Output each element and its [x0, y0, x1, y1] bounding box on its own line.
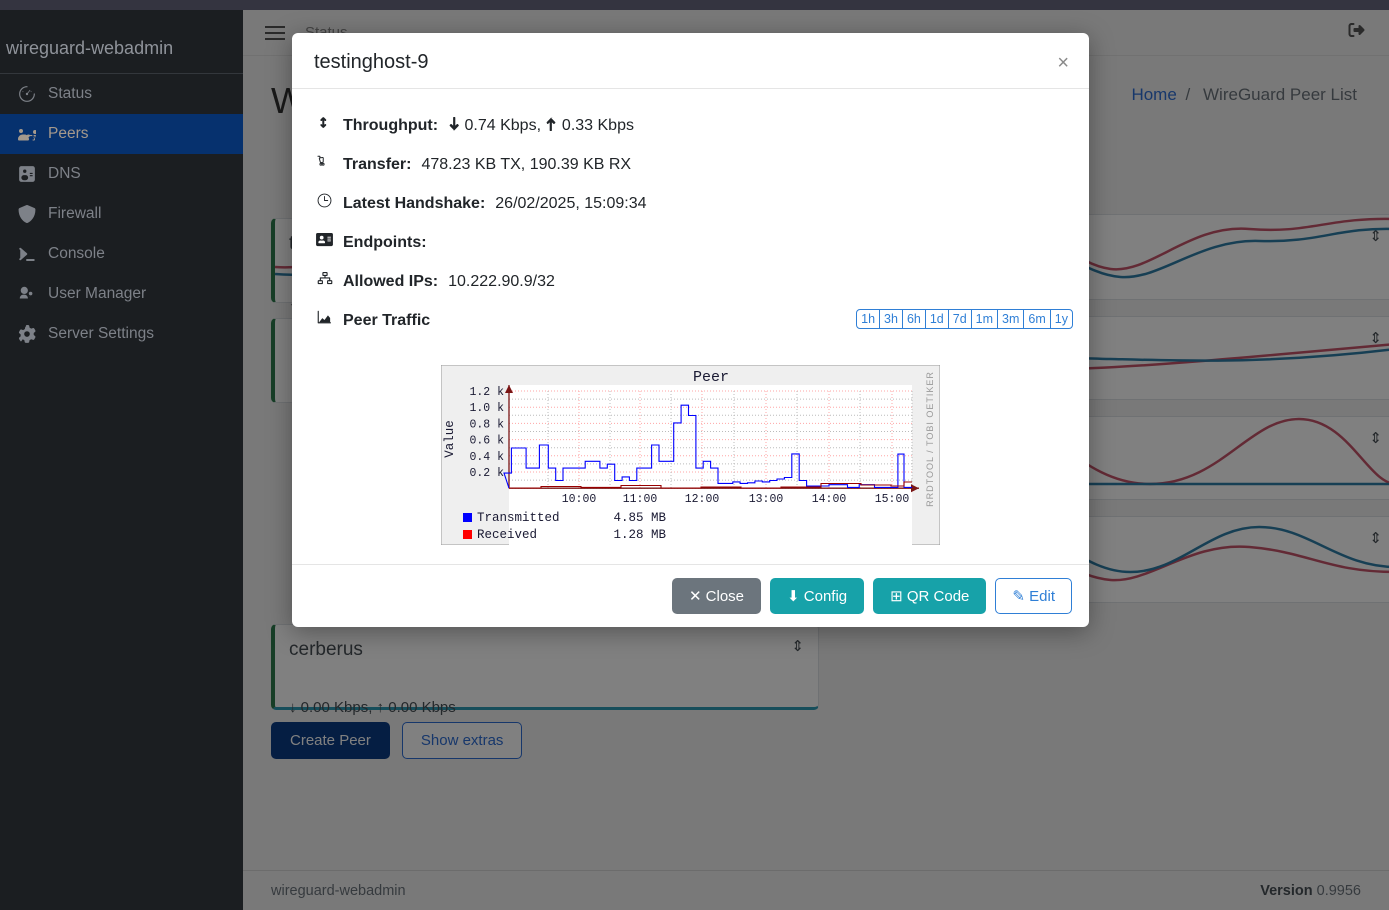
svg-text:Peer: Peer [693, 369, 729, 386]
svg-text:Value: Value [443, 420, 457, 458]
svg-text:RRDTOOL / TOBI OETIKER: RRDTOOL / TOBI OETIKER [925, 371, 935, 507]
svg-text:0.8 k: 0.8 k [469, 418, 504, 431]
svg-text:1.28 MB: 1.28 MB [613, 528, 666, 542]
svg-text:0.2 k: 0.2 k [469, 467, 504, 480]
svg-text:4.85 MB: 4.85 MB [613, 511, 666, 525]
svg-text:1.2 k: 1.2 k [469, 386, 504, 399]
svg-text:1.0 k: 1.0 k [469, 402, 504, 415]
svg-text:Transmitted: Transmitted [477, 511, 560, 525]
svg-text:10:00: 10:00 [562, 493, 597, 506]
svg-text:12:00: 12:00 [685, 493, 720, 506]
svg-text:0.6 k: 0.6 k [469, 435, 504, 448]
svg-text:11:00: 11:00 [623, 493, 658, 506]
svg-text:14:00: 14:00 [812, 493, 847, 506]
svg-text:13:00: 13:00 [749, 493, 784, 506]
svg-text:15:00: 15:00 [875, 493, 910, 506]
svg-text:Received: Received [477, 528, 537, 542]
svg-text:0.4 k: 0.4 k [469, 451, 504, 464]
